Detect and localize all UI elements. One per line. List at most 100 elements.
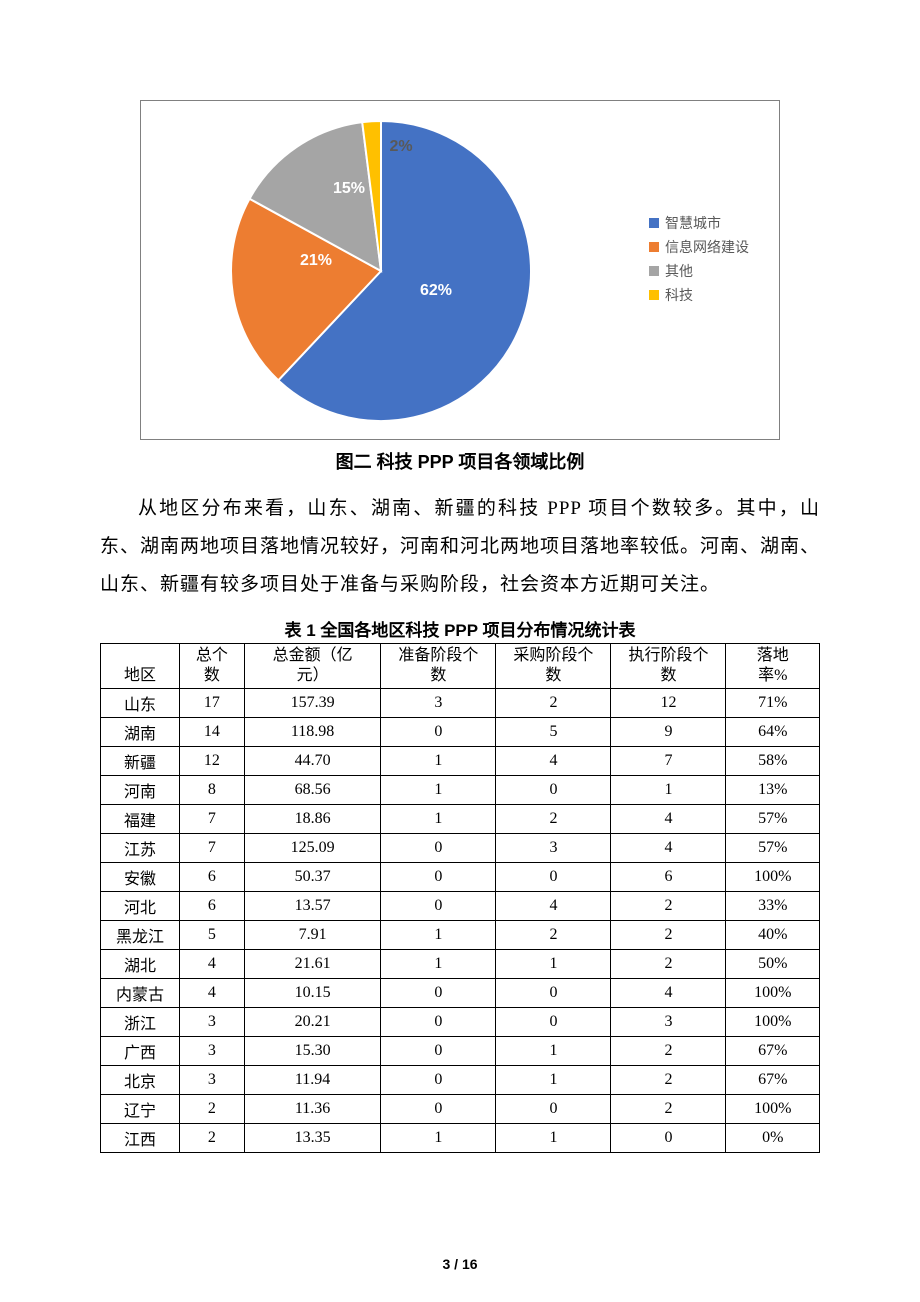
table-cell: 2 [496,805,611,834]
table-row: 江苏7125.0903457% [101,834,820,863]
table-cell: 11.36 [244,1095,381,1124]
table-cell: 2 [496,689,611,718]
table-cell: 湖北 [101,950,180,979]
table-cell: 5 [180,921,245,950]
table-cell: 57% [726,805,820,834]
table-cell: 2 [180,1124,245,1153]
table-cell: 北京 [101,1066,180,1095]
table-cell: 14 [180,718,245,747]
table-cell: 0 [381,1095,496,1124]
table-cell: 2 [180,1095,245,1124]
table-cell: 13% [726,776,820,805]
legend-label: 信息网络建设 [665,237,749,257]
table-cell: 江西 [101,1124,180,1153]
table-cell: 17 [180,689,245,718]
table-cell: 6 [611,863,726,892]
pie-chart: 62%21%15%2% [221,111,541,431]
table-cell: 1 [381,1124,496,1153]
legend-swatch [649,242,659,252]
table-cell: 1 [381,921,496,950]
table-cell: 1 [496,950,611,979]
table-cell: 0 [611,1124,726,1153]
table-header-cell: 采购阶段个数 [496,644,611,689]
table-header-cell: 总个数 [180,644,245,689]
table-row: 安徽650.37006100% [101,863,820,892]
table-cell: 0 [381,892,496,921]
table-row: 北京311.9401267% [101,1066,820,1095]
table-cell: 118.98 [244,718,381,747]
page-total: 16 [462,1256,478,1272]
table-cell: 湖南 [101,718,180,747]
table-cell: 50.37 [244,863,381,892]
table-cell: 新疆 [101,747,180,776]
table-cell: 河北 [101,892,180,921]
table-row: 广西315.3001267% [101,1037,820,1066]
table-cell: 2 [611,950,726,979]
table-row: 内蒙古410.15004100% [101,979,820,1008]
table-cell: 5 [496,718,611,747]
table-cell: 100% [726,1095,820,1124]
table-cell: 11.94 [244,1066,381,1095]
table-row: 湖北421.6111250% [101,950,820,979]
table-cell: 0 [381,1008,496,1037]
table-cell: 黑龙江 [101,921,180,950]
table-cell: 广西 [101,1037,180,1066]
table-cell: 50% [726,950,820,979]
table-cell: 1 [381,776,496,805]
table-cell: 68.56 [244,776,381,805]
table-cell: 安徽 [101,863,180,892]
table-cell: 44.70 [244,747,381,776]
table-cell: 21.61 [244,950,381,979]
legend-label: 科技 [665,285,693,305]
table-cell: 100% [726,863,820,892]
page-sep: / [450,1256,462,1272]
table-cell: 7 [180,834,245,863]
legend-item: 信息网络建设 [649,235,749,259]
table-cell: 内蒙古 [101,979,180,1008]
table-cell: 0 [381,834,496,863]
legend-label: 其他 [665,261,693,281]
region-stats-table: 地区总个数总金额（亿元）准备阶段个数采购阶段个数执行阶段个数落地率% 山东171… [100,643,820,1153]
table-row: 新疆1244.7014758% [101,747,820,776]
table-cell: 3 [496,834,611,863]
table-cell: 2 [611,892,726,921]
table-cell: 山东 [101,689,180,718]
table-cell: 10.15 [244,979,381,1008]
pie-legend: 智慧城市信息网络建设其他科技 [649,211,749,307]
legend-label: 智慧城市 [665,213,721,233]
table-row: 福建718.8612457% [101,805,820,834]
table-cell: 3 [180,1008,245,1037]
table-cell: 0 [496,1095,611,1124]
table-cell: 2 [496,921,611,950]
table-cell: 7 [611,747,726,776]
table-cell: 100% [726,1008,820,1037]
table-cell: 3 [180,1066,245,1095]
table-cell: 0% [726,1124,820,1153]
table-cell: 0 [496,863,611,892]
table-cell: 8 [180,776,245,805]
table-cell: 4 [180,979,245,1008]
table-cell: 3 [381,689,496,718]
document-page: 62%21%15%2% 智慧城市信息网络建设其他科技 图二 科技 PPP 项目各… [0,0,920,1302]
table-cell: 0 [381,863,496,892]
table-row: 湖南14118.9805964% [101,718,820,747]
pie-chart-container: 62%21%15%2% 智慧城市信息网络建设其他科技 [140,100,780,440]
legend-swatch [649,266,659,276]
table-cell: 4 [611,979,726,1008]
table-cell: 57% [726,834,820,863]
chart-caption: 图二 科技 PPP 项目各领域比例 [100,448,820,474]
table-cell: 4 [180,950,245,979]
table-cell: 7.91 [244,921,381,950]
legend-item: 科技 [649,283,749,307]
table-cell: 1 [381,747,496,776]
legend-item: 智慧城市 [649,211,749,235]
table-header-row: 地区总个数总金额（亿元）准备阶段个数采购阶段个数执行阶段个数落地率% [101,644,820,689]
table-cell: 0 [381,718,496,747]
table-cell: 13.57 [244,892,381,921]
table-cell: 20.21 [244,1008,381,1037]
table-row: 河南868.5610113% [101,776,820,805]
table-cell: 6 [180,892,245,921]
table-row: 河北613.5704233% [101,892,820,921]
table-cell: 71% [726,689,820,718]
body-paragraph: 从地区分布来看，山东、湖南、新疆的科技 PPP 项目个数较多。其中，山东、湖南两… [100,490,820,604]
